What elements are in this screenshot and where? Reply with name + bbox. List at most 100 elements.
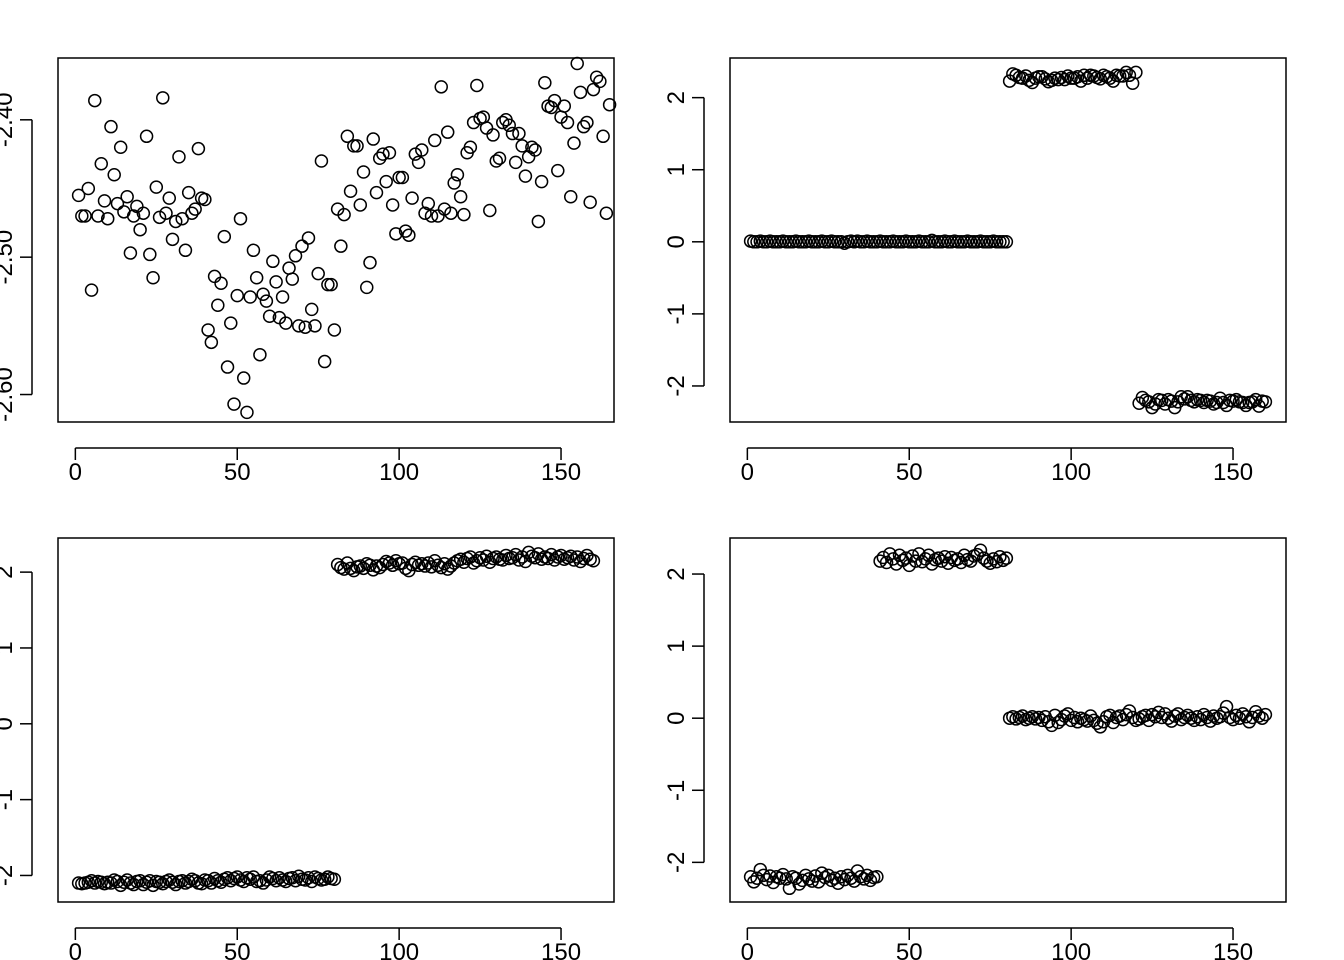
data-point	[993, 235, 1007, 249]
data-point	[470, 78, 484, 93]
data-point	[889, 557, 904, 571]
data-point	[405, 191, 419, 205]
y-tick-label: -2.40	[0, 92, 18, 147]
data-point	[1177, 392, 1192, 406]
y-tick-label: 0	[663, 235, 690, 248]
data-point	[175, 874, 189, 888]
data-point	[593, 74, 607, 89]
data-point	[168, 877, 183, 892]
data-point	[110, 874, 125, 889]
data-point	[815, 866, 829, 880]
data-point	[194, 877, 209, 891]
panel-bottom-left: 0 50 100 150 -2 -1 0 1 2	[0, 537, 615, 960]
data-point	[81, 181, 96, 196]
data-point	[1216, 395, 1231, 410]
data-point	[207, 269, 222, 284]
data-point	[554, 548, 568, 563]
data-point	[418, 206, 432, 220]
data-point	[1148, 710, 1163, 724]
data-point	[505, 550, 520, 565]
data-point	[983, 556, 997, 570]
data-point	[447, 556, 461, 570]
data-point	[311, 266, 325, 281]
data-point	[389, 554, 403, 568]
data-point	[870, 870, 884, 884]
data-point	[259, 873, 274, 887]
data-point	[747, 875, 761, 889]
data-point	[1203, 394, 1218, 408]
x-tick-label: 100	[1051, 459, 1091, 486]
data-point	[544, 100, 559, 115]
data-point	[879, 555, 894, 570]
data-point	[304, 302, 319, 317]
data-point	[447, 176, 461, 190]
data-point	[285, 870, 300, 885]
data-point	[360, 280, 374, 295]
data-point	[188, 202, 202, 216]
data-point	[541, 551, 555, 566]
data-point	[934, 554, 949, 568]
data-point	[317, 872, 332, 886]
y-tick-label: 0	[0, 717, 18, 730]
data-point	[528, 143, 542, 157]
data-point	[308, 319, 322, 333]
data-point	[779, 872, 793, 886]
data-point	[434, 80, 448, 94]
data-point	[747, 235, 761, 249]
data-point	[298, 320, 312, 334]
data-point	[1122, 704, 1137, 718]
data-point	[75, 209, 89, 223]
data-point	[980, 235, 994, 249]
data-point	[756, 235, 771, 249]
data-point	[505, 126, 520, 141]
data-point	[1239, 398, 1253, 413]
data-point	[411, 155, 426, 170]
data-point	[951, 235, 965, 249]
data-point	[918, 235, 933, 249]
data-point	[382, 146, 397, 160]
data-point	[1155, 710, 1169, 725]
data-point	[181, 874, 196, 889]
data-point	[1090, 716, 1104, 730]
x-tick-label: 50	[896, 459, 923, 486]
data-point	[1232, 711, 1247, 725]
data-point	[230, 288, 244, 303]
data-point	[567, 136, 581, 150]
data-point	[272, 870, 287, 885]
data-point	[1226, 712, 1240, 727]
data-point	[1044, 73, 1059, 88]
data-point	[1054, 70, 1069, 85]
y-tick-label: 2	[663, 91, 690, 104]
data-point	[760, 872, 774, 887]
data-point	[162, 191, 177, 205]
data-point	[347, 139, 361, 153]
data-point	[899, 551, 913, 565]
data-point	[343, 561, 358, 576]
x-tick-label: 0	[69, 459, 82, 486]
data-point	[1235, 395, 1250, 410]
data-point	[136, 877, 151, 892]
data-point	[1025, 710, 1040, 724]
data-point	[1009, 68, 1023, 83]
data-point	[146, 271, 160, 285]
data-point	[769, 235, 784, 249]
y-tick-label: -1	[663, 303, 690, 324]
data-point	[486, 128, 500, 142]
data-point	[602, 97, 617, 112]
data-point	[249, 271, 264, 285]
data-point	[1112, 69, 1127, 83]
data-point	[502, 118, 516, 133]
data-point	[1061, 707, 1075, 721]
data-point	[476, 553, 491, 567]
y-tick-label: -2.50	[0, 230, 18, 285]
data-point	[1252, 709, 1266, 723]
data-point	[421, 556, 436, 570]
data-point	[198, 192, 212, 207]
x-tick-label: 50	[224, 459, 251, 486]
data-point	[269, 275, 283, 289]
data-point	[1187, 713, 1201, 728]
data-point	[570, 56, 584, 71]
data-point	[253, 347, 267, 362]
data-point	[1103, 71, 1117, 85]
